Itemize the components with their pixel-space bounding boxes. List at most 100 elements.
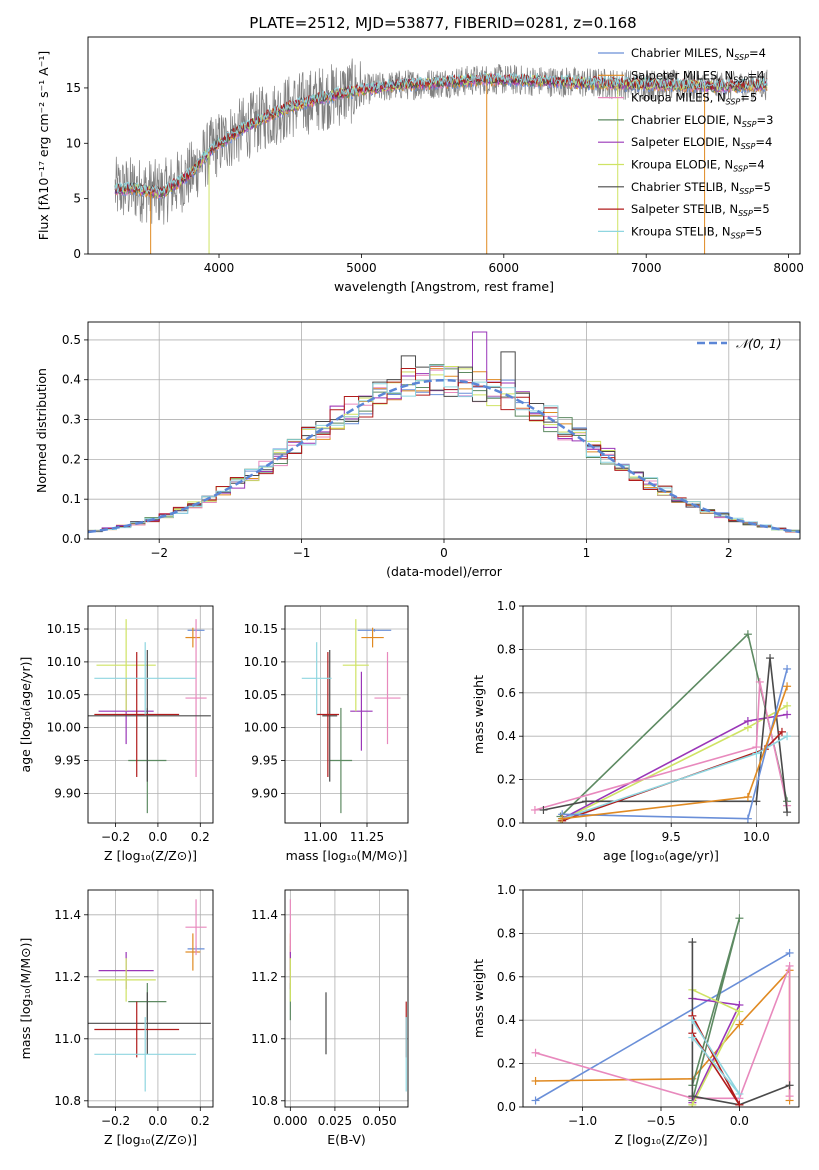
y-tick-label: 10.05 <box>244 688 278 702</box>
y-axis-label: mass [log₁₀(M/M⊙)] <box>18 938 33 1060</box>
y-tick-label: 10 <box>66 136 81 150</box>
y-tick-label: 10.15 <box>244 622 278 636</box>
weight-marker <box>735 914 744 923</box>
errorbar-point <box>342 619 369 712</box>
y-tick-label: 9.90 <box>251 786 278 800</box>
legend-subscript: SSP <box>734 53 749 62</box>
y-tick-label: 11.0 <box>251 1032 278 1046</box>
errorbar-point <box>329 707 353 814</box>
y-tick-label: 0.4 <box>62 373 81 387</box>
x-axis-label: Z [log₁₀(Z/Z⊙)] <box>615 1132 708 1147</box>
legend-entry: 𝒩(0, 1) <box>736 336 782 351</box>
mass_vs_ebv-axes: 0.000 0.025 0.050 10.8 11.0 11.2 11.4 E(B-V) <box>251 890 408 1147</box>
mass_vs_ebv-errorbars <box>289 899 407 1092</box>
x-tick-label: 0.2 <box>191 830 210 844</box>
x-tick-label: −1.0 <box>568 1114 597 1128</box>
y-tick-label: 0.0 <box>497 1100 516 1114</box>
figure-title: PLATE=2512, MJD=53877, FIBERID=0281, z=0… <box>249 14 636 32</box>
legend-subscript: SSP <box>741 142 756 151</box>
errorbar-point <box>88 650 211 782</box>
weight-marker <box>752 749 761 758</box>
weight-marker <box>766 654 775 663</box>
legend-subscript: SSP <box>738 209 753 218</box>
y-tick-label: 0.2 <box>497 1057 516 1071</box>
y-tick-label: 10.10 <box>244 655 278 669</box>
y-tick-label: 0.2 <box>497 773 516 787</box>
weight-marker <box>735 1020 744 1029</box>
histogram-step <box>88 364 800 539</box>
y-tick-label: 0.2 <box>62 452 81 466</box>
y-axis-label: age [log₁₀(age/yr)] <box>18 657 33 773</box>
mass_vs_Z-frame <box>87 889 214 1108</box>
weight-marker <box>688 1092 697 1101</box>
errorbar-point <box>185 933 201 971</box>
x-tick-label: 5000 <box>346 261 377 275</box>
x-tick-label: −0.2 <box>101 830 130 844</box>
x-axis-label: mass [log₁₀(M/M⊙)] <box>286 848 408 863</box>
x-tick-label: 0.2 <box>191 1114 210 1128</box>
weight-marker <box>783 808 792 817</box>
weight-line <box>535 968 791 1101</box>
legend-subscript: SSP <box>733 165 748 174</box>
errorbar-point <box>185 899 207 956</box>
y-axis-label: Flux [fλ10⁻¹⁷ erg cm⁻² s⁻¹ A⁻¹] <box>36 51 51 240</box>
y-tick-label: 0.8 <box>497 642 516 656</box>
errorbar-point <box>96 958 156 1002</box>
y-tick-label: 5 <box>73 192 81 206</box>
residuals-legend: 𝒩(0, 1) <box>697 336 782 351</box>
legend-entry: Chabrier ELODIE, NSSP=3 <box>631 113 773 129</box>
legend-entry: Salpeter MILES, NSSP=4 <box>631 68 765 84</box>
x-axis-label: Z [log₁₀(Z/Z⊙)] <box>104 1132 197 1147</box>
legend-subscript: SSP <box>726 98 741 107</box>
y-tick-label: 10.05 <box>47 688 81 702</box>
weight-marker <box>783 732 792 741</box>
y-tick-label: 9.95 <box>251 754 278 768</box>
weight_vs_age-lines <box>530 630 792 823</box>
spectrum-frame <box>87 36 801 255</box>
legend-entry: Chabrier MILES, NSSP=4 <box>631 46 766 62</box>
y-tick-label: 10.15 <box>47 622 81 636</box>
mass_vs_Z-errorbars <box>88 899 211 1092</box>
x-tick-label: 1 <box>583 546 591 560</box>
x-tick-label: 8000 <box>773 261 804 275</box>
x-tick-label: 0.0 <box>148 1114 167 1128</box>
y-tick-label: 0.0 <box>497 816 516 830</box>
x-tick-label: 4000 <box>204 261 235 275</box>
normal-curve <box>88 378 800 534</box>
errorbar-point <box>96 619 156 712</box>
weight-marker <box>531 1048 540 1057</box>
weight-marker <box>785 1092 794 1101</box>
errorbar-point <box>94 652 180 777</box>
y-tick-label: 11.0 <box>54 1032 81 1046</box>
y-tick-label: 0.6 <box>497 970 516 984</box>
spectrum-lines <box>114 58 768 254</box>
y-tick-label: 0.6 <box>497 686 516 700</box>
y-tick-label: 0.3 <box>62 413 81 427</box>
residuals-axes: −2 −1 0 1 2 0.0 0.1 0.2 0.3 0.4 0.5 (data-model)/er… <box>34 322 800 579</box>
errorbar-point <box>94 642 197 715</box>
weight-line <box>691 917 741 1101</box>
weight_vs_Z-lines <box>531 914 794 1107</box>
weight-marker <box>558 814 567 823</box>
errorbar-point <box>374 652 401 745</box>
y-tick-label: 11.4 <box>251 908 278 922</box>
age_vs_mass-errorbars <box>301 619 401 814</box>
weight-marker <box>582 797 591 806</box>
legend-subscript: SSP <box>733 75 748 84</box>
x-tick-label: −0.2 <box>101 1114 130 1128</box>
age_vs_mass-axes: 11.00 11.25 9.90 9.95 10.00 10.05 10.10 10.15 ma… <box>244 606 408 863</box>
spectrum-axes: 4000 5000 6000 7000 8000 0 5 10 15 wavelength [An… <box>36 51 804 294</box>
weight-marker <box>735 1100 744 1107</box>
legend-count: =5 <box>745 224 762 238</box>
x-tick-label: 7000 <box>631 261 662 275</box>
weight-marker <box>785 1081 794 1090</box>
legend-count: =4 <box>748 68 765 82</box>
errorbar-point <box>316 652 340 777</box>
legend-count: =3 <box>757 113 774 127</box>
spectrum-model-line <box>114 71 768 195</box>
x-tick-label: 11.00 <box>303 830 337 844</box>
y-tick-label: 10.00 <box>244 721 278 735</box>
x-tick-label: 9.0 <box>576 830 595 844</box>
errorbar-point <box>88 992 211 1055</box>
